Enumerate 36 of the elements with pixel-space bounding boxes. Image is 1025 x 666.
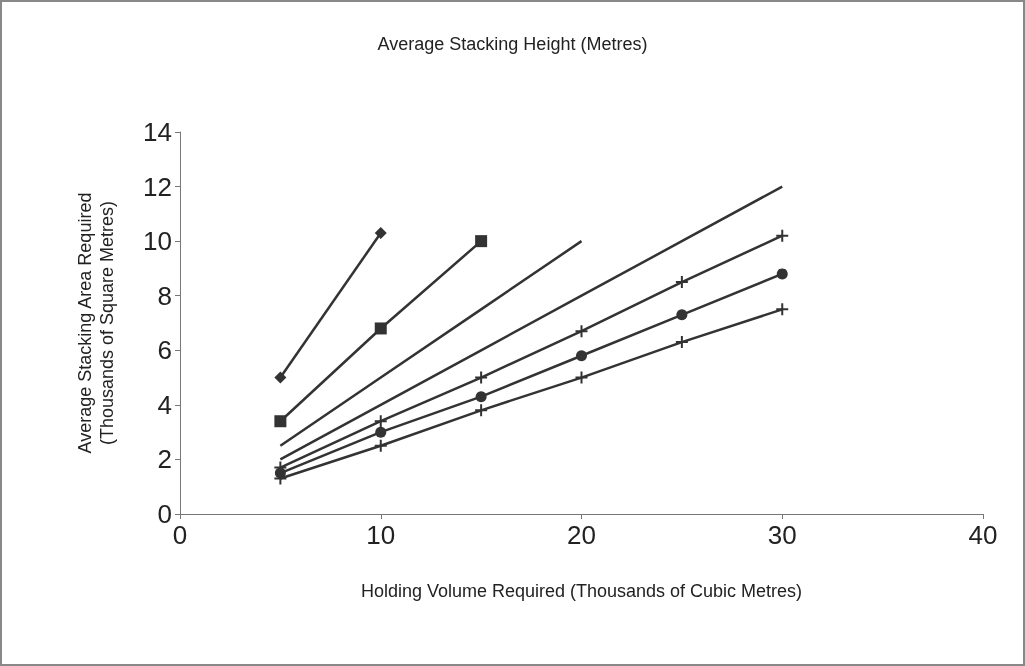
point xyxy=(775,228,790,243)
point xyxy=(475,235,488,248)
point xyxy=(576,350,587,362)
y-tick-label: 6 xyxy=(157,335,172,366)
point xyxy=(474,403,489,418)
y-tick-label: 2 xyxy=(157,444,172,475)
point xyxy=(374,322,387,335)
point xyxy=(674,275,689,290)
line-series xyxy=(279,239,583,448)
point xyxy=(776,268,788,280)
point xyxy=(475,391,487,403)
y-tick-label: 14 xyxy=(143,117,172,147)
point xyxy=(574,324,589,339)
point xyxy=(676,309,688,321)
y-tick-label: 10 xyxy=(143,226,172,257)
point xyxy=(274,415,287,428)
point xyxy=(373,414,388,429)
point xyxy=(474,370,489,385)
y-tick-label: 4 xyxy=(157,389,172,420)
point xyxy=(674,335,689,350)
x-tick-label: 40 xyxy=(968,520,998,550)
point xyxy=(574,370,589,385)
x-tick-label: 20 xyxy=(567,520,596,550)
point xyxy=(373,438,388,453)
point xyxy=(775,302,790,317)
y-tick-label: 8 xyxy=(157,280,172,311)
y-tick-label: 12 xyxy=(143,171,172,202)
x-tick-label: 10 xyxy=(366,520,396,550)
point xyxy=(375,426,387,438)
y-tick-label: 0 xyxy=(157,499,172,529)
chart-title: Average Stacking Height (Metres) xyxy=(377,34,648,54)
x-axis-title: Holding Volume Required (Thousands of Cubic Metres) xyxy=(360,581,803,601)
y-axis-title: Average Stacking Area Required (Thousands of Square Metres) xyxy=(75,192,117,454)
x-tick-label: 30 xyxy=(767,520,797,550)
point xyxy=(274,371,287,384)
point xyxy=(374,226,387,239)
